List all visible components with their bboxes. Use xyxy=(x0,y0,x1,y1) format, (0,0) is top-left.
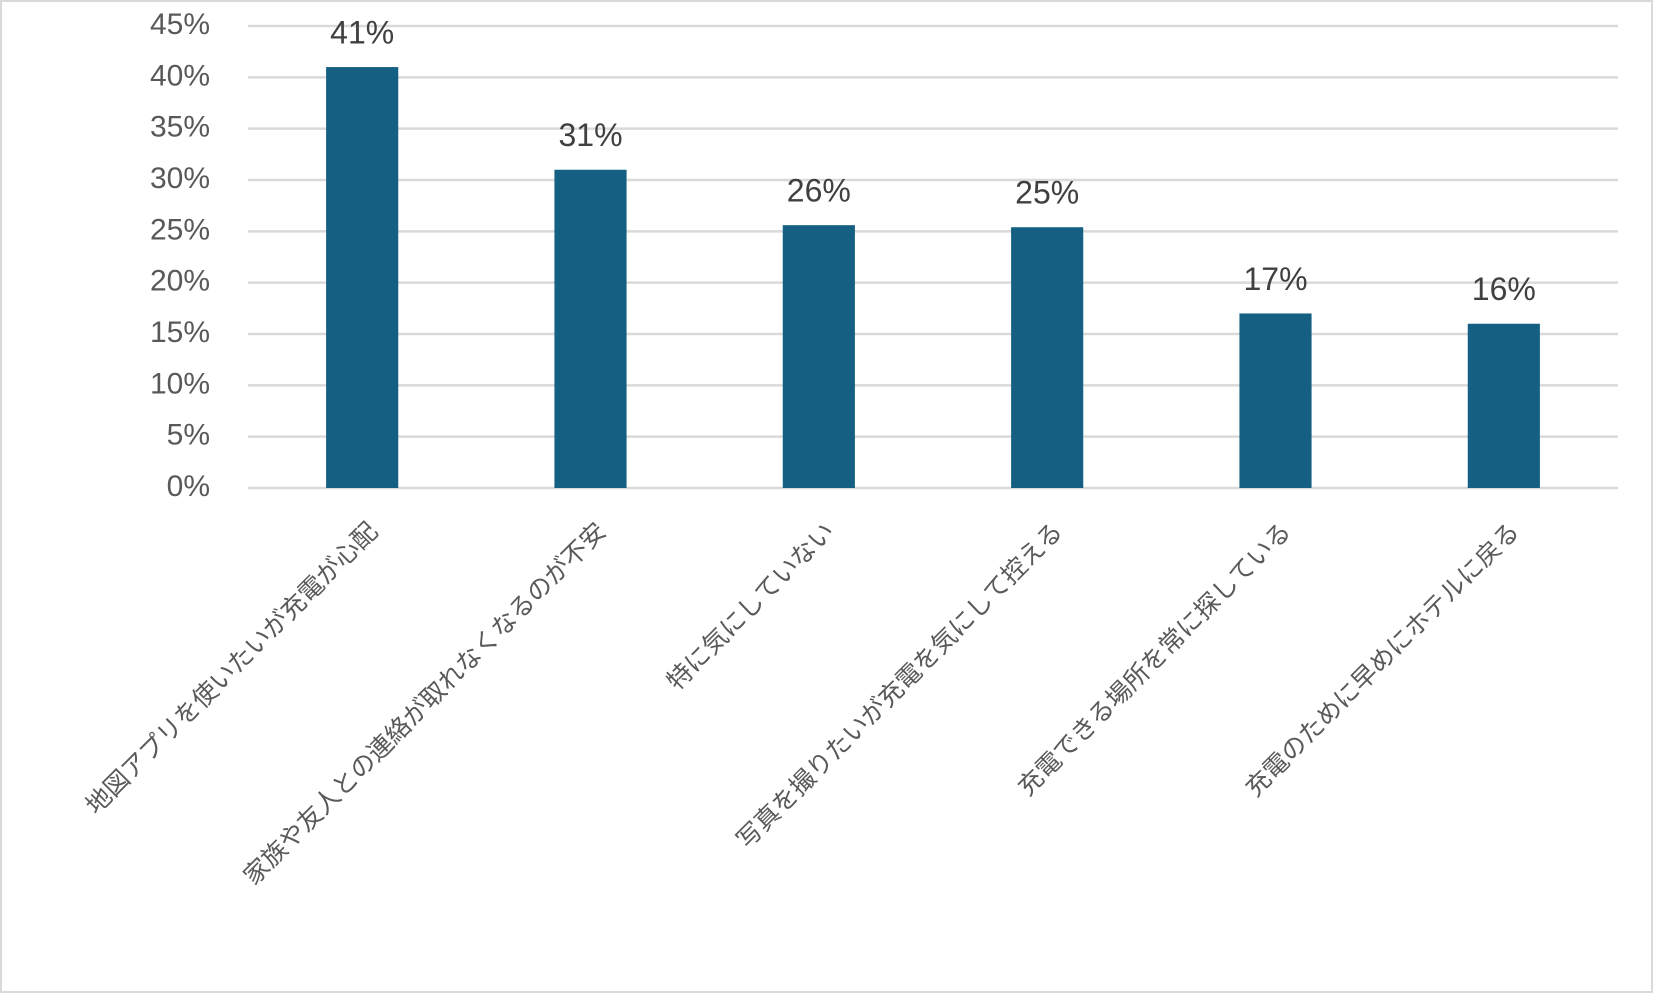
y-tick-label: 30% xyxy=(150,162,210,195)
y-tick-label: 25% xyxy=(150,213,210,246)
bar xyxy=(1467,323,1540,488)
y-tick-label: 20% xyxy=(150,265,210,298)
bar xyxy=(326,67,399,489)
data-label: 31% xyxy=(558,117,622,153)
bar xyxy=(1011,227,1084,488)
y-tick-label: 10% xyxy=(150,367,210,400)
bar xyxy=(1239,313,1312,488)
data-label: 17% xyxy=(1243,261,1307,297)
y-tick-label: 0% xyxy=(167,470,210,503)
bar xyxy=(554,169,627,488)
y-tick-label: 15% xyxy=(150,316,210,349)
y-tick-label: 35% xyxy=(150,111,210,144)
data-label: 25% xyxy=(1015,175,1079,211)
data-label: 16% xyxy=(1472,271,1536,307)
y-tick-label: 5% xyxy=(167,419,210,452)
bar xyxy=(782,225,855,488)
y-tick-label: 40% xyxy=(150,59,210,92)
data-label: 41% xyxy=(330,15,394,51)
y-tick-label: 45% xyxy=(150,8,210,41)
data-label: 26% xyxy=(787,173,851,209)
